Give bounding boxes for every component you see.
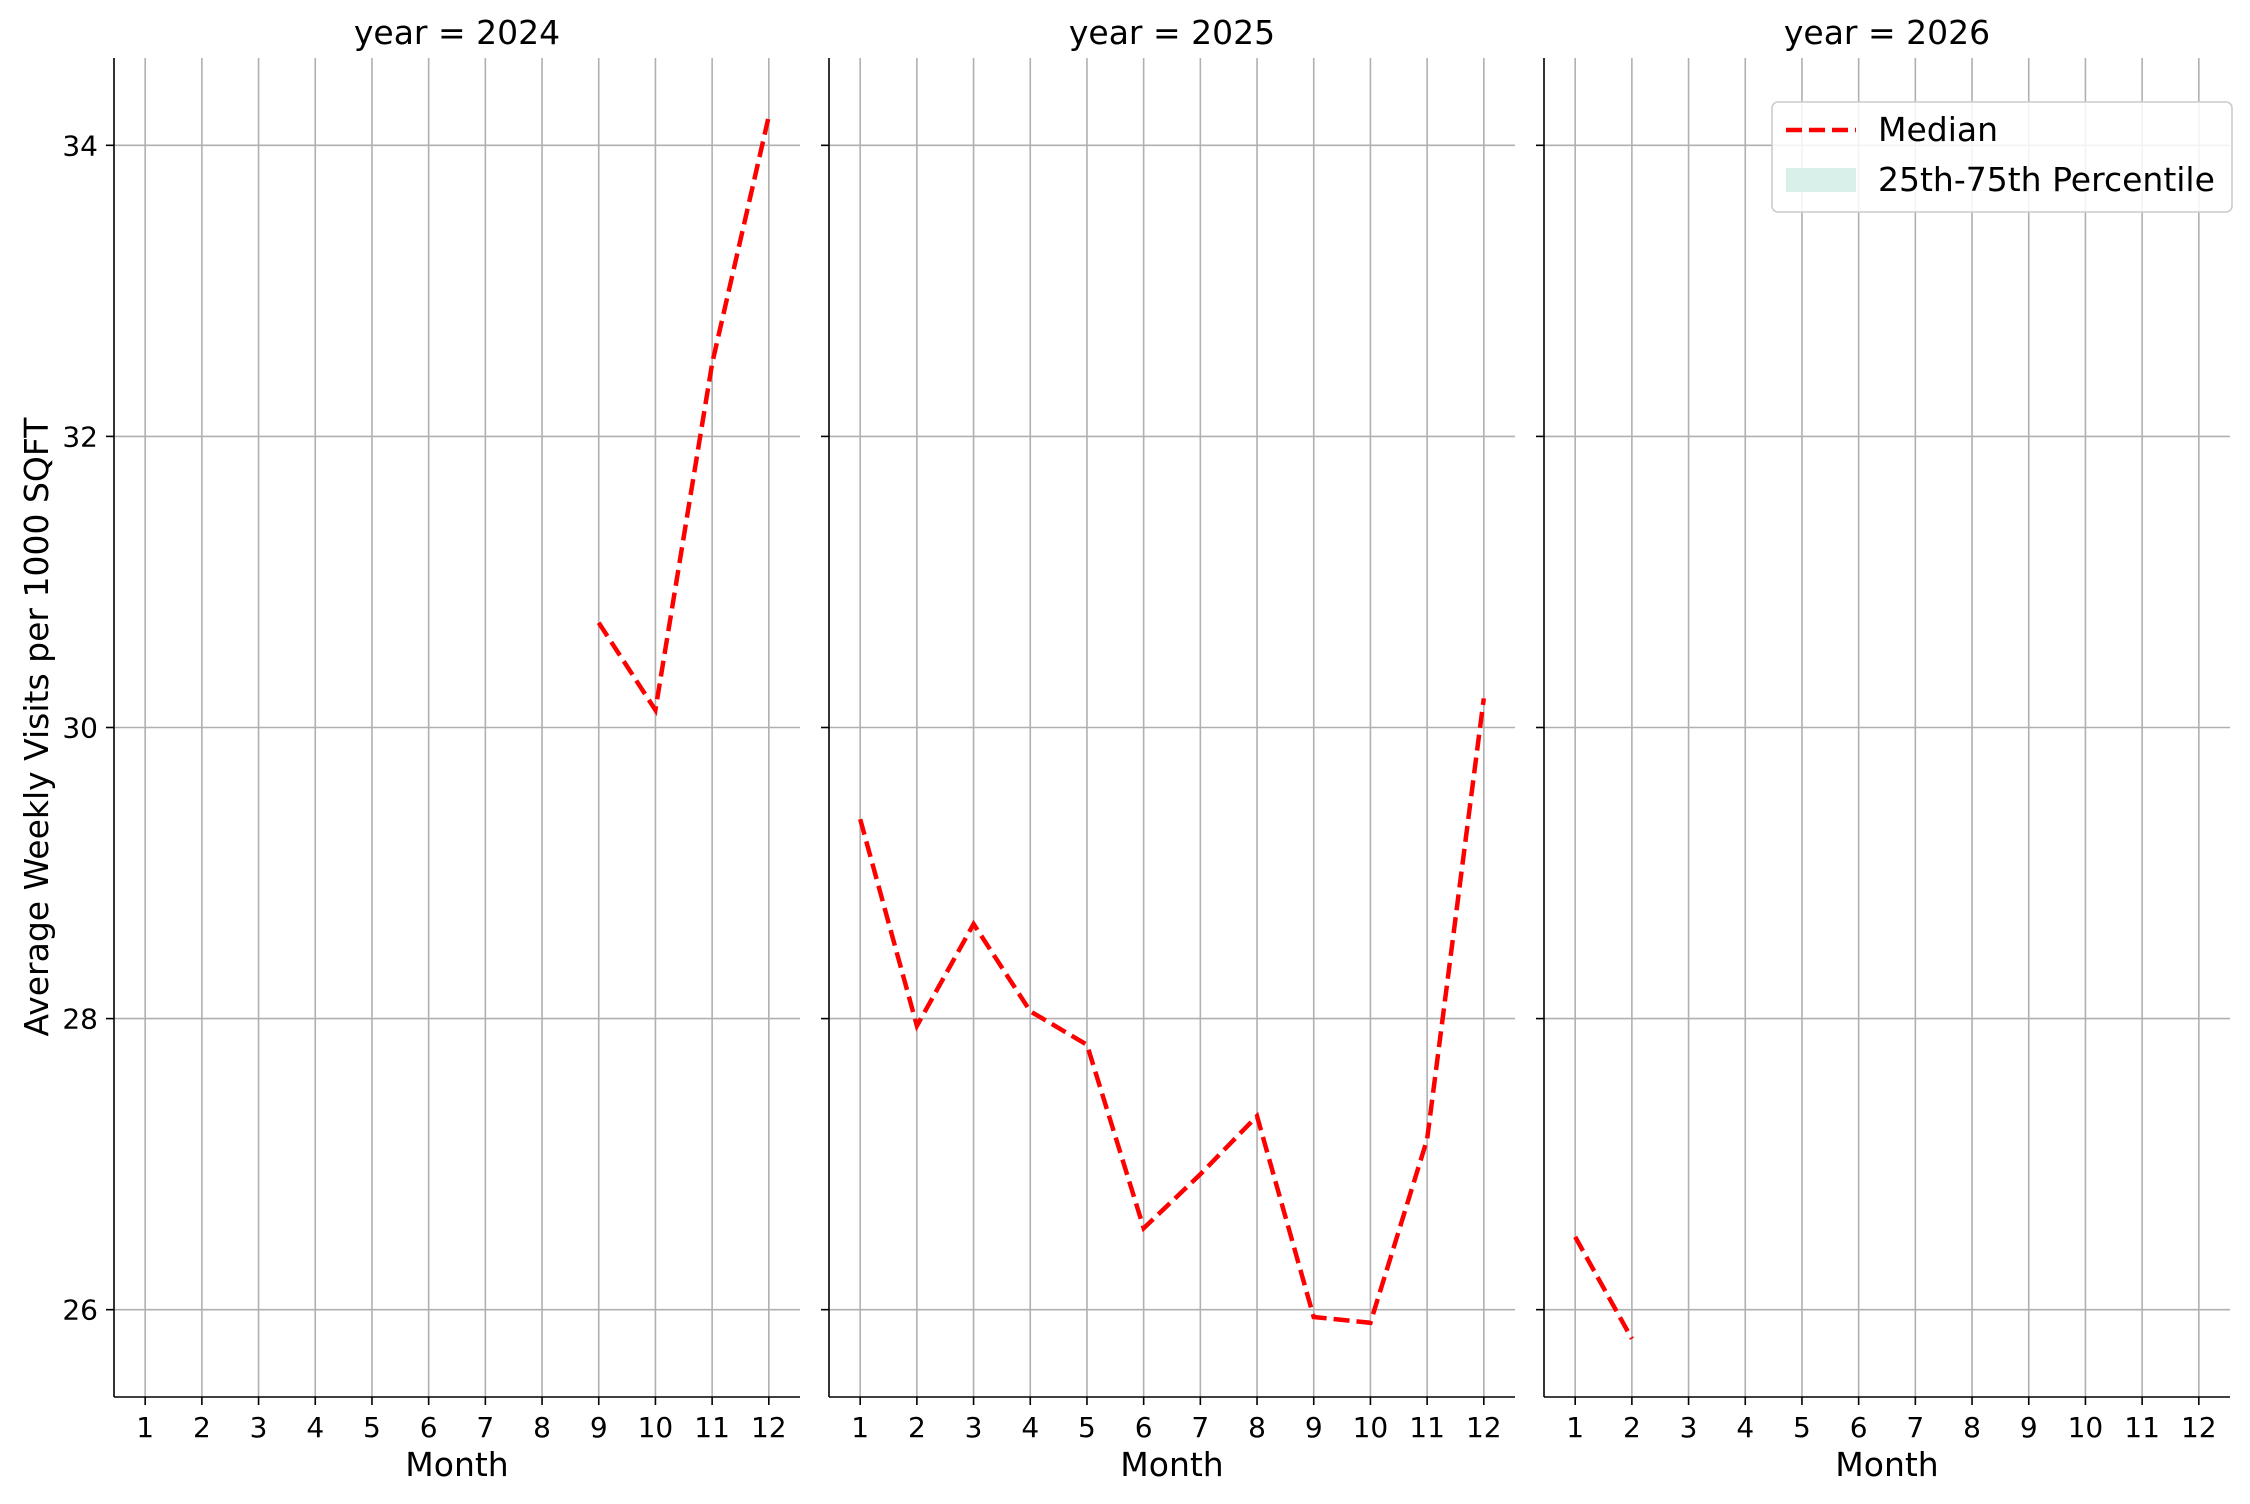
y-tick-label: 32 [62,420,98,453]
x-tick-label: 1 [851,1411,869,1444]
legend-median-label: Median [1878,110,1998,149]
median-line [1573,1235,1634,1340]
x-axis-label: Month [1120,1445,1223,1484]
x-tick-label: 2 [908,1411,926,1444]
x-tick-label: 9 [590,1411,608,1444]
x-axis-label: Month [1835,1445,1938,1484]
legend-percentile-label: 25th-75th Percentile [1878,160,2215,199]
x-tick-label: 5 [1793,1411,1811,1444]
x-tick-label: 9 [2020,1411,2038,1444]
x-axis-label: Month [405,1445,508,1484]
x-tick-label: 11 [694,1411,730,1444]
x-tick-label: 12 [1466,1411,1502,1444]
x-tick-label: 1 [1566,1411,1584,1444]
x-tick-label: 9 [1305,1411,1323,1444]
y-tick-label: 34 [62,129,98,162]
x-tick-label: 11 [1409,1411,1445,1444]
x-tick-label: 4 [306,1411,324,1444]
x-tick-label: 12 [751,1411,787,1444]
y-axis-label: Average Weekly Visits per 1000 SQFT [17,417,56,1037]
x-tick-label: 7 [1191,1411,1209,1444]
x-tick-label: 12 [2181,1411,2217,1444]
x-tick-label: 2 [193,1411,211,1444]
x-tick-label: 10 [1353,1411,1389,1444]
x-tick-label: 4 [1021,1411,1039,1444]
median-line [858,698,1487,1326]
x-tick-label: 6 [1850,1411,1868,1444]
x-tick-label: 2 [1623,1411,1641,1444]
panel-title: year = 2024 [354,13,560,52]
x-tick-label: 3 [965,1411,983,1444]
x-tick-label: 6 [1135,1411,1153,1444]
legend-percentile-swatch [1786,168,1856,192]
legend-box [1771,101,2233,213]
x-tick-label: 7 [476,1411,494,1444]
panel-title: year = 2025 [1069,13,1275,52]
panel-title: year = 2026 [1784,13,1990,52]
median-line [596,115,771,717]
legend: Median 25th-75th Percentile [1771,101,2233,213]
x-tick-label: 6 [420,1411,438,1444]
y-tick-label: 30 [62,712,98,745]
x-tick-label: 4 [1736,1411,1754,1444]
x-tick-label: 8 [1248,1411,1266,1444]
x-tick-label: 10 [638,1411,674,1444]
x-tick-label: 3 [250,1411,268,1444]
y-tick-label: 26 [62,1294,98,1327]
x-tick-label: 5 [363,1411,381,1444]
x-tick-label: 7 [1906,1411,1924,1444]
x-tick-label: 10 [2068,1411,2104,1444]
x-tick-label: 3 [1680,1411,1698,1444]
x-tick-label: 5 [1078,1411,1096,1444]
x-tick-label: 1 [136,1411,154,1444]
x-tick-label: 8 [533,1411,551,1444]
x-tick-label: 8 [1963,1411,1981,1444]
y-tick-label: 28 [62,1003,98,1036]
x-tick-label: 11 [2124,1411,2160,1444]
